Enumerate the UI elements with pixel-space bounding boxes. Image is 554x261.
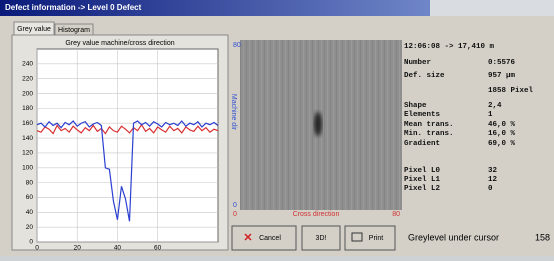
window-title: Defect information -> Level 0 Defect (5, 3, 142, 12)
y-tick-label: 180 (22, 105, 33, 112)
info-label: Min. trans. (404, 130, 454, 138)
cancel-icon: ✕ (243, 232, 252, 244)
info-value: 0:5576 (488, 59, 516, 67)
button-label[interactable]: Cancel (259, 235, 281, 242)
y-tick-label: 160 (22, 120, 33, 127)
pixel-value: 12 (488, 176, 498, 184)
y-tick-label: 240 (22, 61, 33, 68)
x-tick-label: 0 (35, 245, 39, 252)
pixel-value: 32 (488, 167, 498, 175)
pixel-label: Pixel L2 (404, 185, 441, 193)
timestamp: 12:06:08 -> 17,410 m (404, 43, 495, 51)
button-label[interactable]: Print (369, 235, 383, 242)
info-label: Shape (404, 102, 427, 110)
x-tick-label: 20 (74, 245, 82, 252)
tab-label[interactable]: Histogram (58, 27, 90, 34)
tab-label[interactable]: Grey value (17, 26, 51, 33)
info-label: Gradient (404, 140, 440, 148)
x-tick-label: 40 (114, 245, 122, 252)
status-label: Greylevel under cursor (408, 232, 499, 242)
pixel-label: Pixel L0 (404, 167, 441, 175)
info-label: Elements (404, 111, 441, 119)
backdrop (430, 0, 554, 16)
image-top-label: 80 (233, 42, 241, 49)
status-value: 158 (535, 232, 550, 242)
chart-title: Grey value machine/cross direction (65, 40, 174, 47)
info-value: 2,4 (488, 102, 502, 110)
page: Defect information -> Level 0 Defect Gre… (0, 0, 554, 256)
defect-spot (314, 112, 322, 136)
screen: Defect information -> Level 0 Defect Gre… (0, 0, 554, 256)
y-tick-label: 120 (22, 150, 33, 157)
info-label: Mean trans. (404, 121, 454, 129)
info-value: 1 (488, 111, 493, 119)
y-tick-label: 200 (22, 90, 33, 97)
image-x-label: Cross direction (293, 211, 340, 218)
y-tick-label: 0 (29, 239, 33, 246)
info-value: 957 µm (488, 72, 516, 80)
pixel-value: 0 (488, 185, 493, 193)
image-vertical-label: Machine dir (230, 94, 237, 131)
image-x-start: 0 (233, 211, 237, 218)
info-value: 46,0 % (488, 121, 516, 129)
y-tick-label: 60 (26, 194, 34, 201)
info-label: Def. size (404, 72, 445, 80)
y-tick-label: 220 (22, 75, 33, 82)
info-value: 16,0 % (488, 130, 516, 138)
y-tick-label: 140 (22, 135, 33, 142)
y-tick-label: 20 (26, 224, 34, 231)
info-value: 1858 Pixel (488, 87, 534, 95)
y-tick-label: 80 (26, 179, 34, 186)
info-label: Number (404, 59, 431, 67)
y-tick-label: 100 (22, 164, 33, 171)
info-value: 69,0 % (488, 140, 516, 148)
y-tick-label: 40 (26, 209, 34, 216)
image-x-end: 80 (392, 211, 400, 218)
chart: 0 20 40 60 80 100 120 140 160 180 200 220 240 0 20 40 60 (22, 49, 218, 252)
pixel-label: Pixel L1 (404, 176, 441, 184)
image-bottom-left: 0 (233, 202, 237, 209)
button-label[interactable]: 3D! (316, 235, 327, 242)
x-tick-label: 60 (154, 245, 162, 252)
